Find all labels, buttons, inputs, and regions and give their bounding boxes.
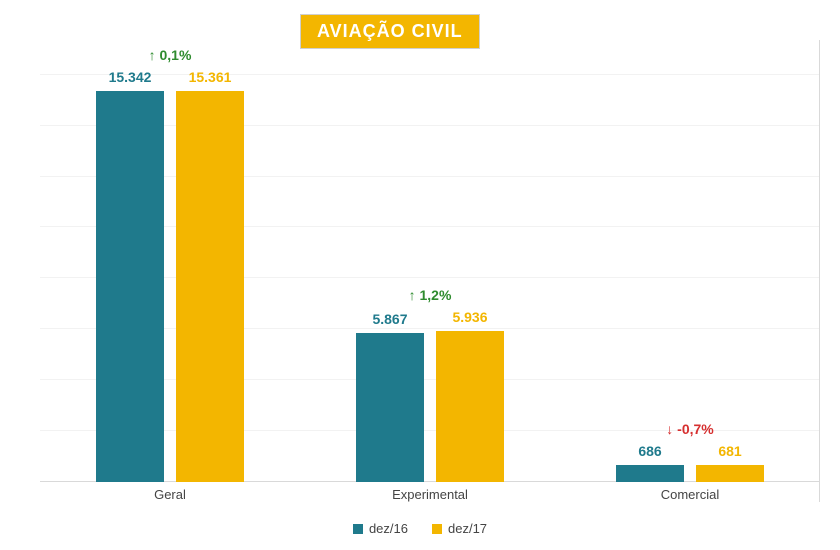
bar-wrap: 686 <box>616 465 684 482</box>
chart-container: AVIAÇÃO CIVIL 15.34215.361↑ 0,1%Geral5.8… <box>0 0 840 550</box>
change-indicator: ↓ -0,7% <box>560 421 820 437</box>
bar-value-label: 5.936 <box>436 309 504 325</box>
arrow-down-icon: ↓ <box>666 421 677 437</box>
category-label: Experimental <box>300 487 560 502</box>
bar-wrap: 5.867 <box>356 333 424 482</box>
category-label: Comercial <box>560 487 820 502</box>
arrow-up-icon: ↑ <box>149 47 160 63</box>
change-text: -0,7% <box>677 421 714 437</box>
bars-row: 686 681 <box>560 465 820 482</box>
bar-value-label: 686 <box>616 443 684 459</box>
bars-row: 5.8675.936 <box>300 331 560 482</box>
bar <box>356 333 424 482</box>
bar <box>436 331 504 482</box>
bars-row: 15.34215.361 <box>40 91 300 482</box>
category-label: Geral <box>40 487 300 502</box>
chart-title-text: AVIAÇÃO CIVIL <box>317 21 463 41</box>
bar-wrap: 15.361 <box>176 91 244 482</box>
bar-value-label: 15.342 <box>96 69 164 85</box>
legend-item-0: dez/16 <box>353 521 408 536</box>
chart-area: 15.34215.361↑ 0,1%Geral5.8675.936↑ 1,2%E… <box>40 40 820 502</box>
change-text: 1,2% <box>419 287 451 303</box>
change-indicator: ↑ 1,2% <box>300 287 560 303</box>
bar-wrap: 681 <box>696 465 764 482</box>
arrow-up-icon: ↑ <box>409 287 420 303</box>
bar-value-label: 681 <box>696 443 764 459</box>
bar-wrap: 5.936 <box>436 331 504 482</box>
legend-item-1: dez/17 <box>432 521 487 536</box>
change-indicator: ↑ 0,1% <box>40 47 300 63</box>
bar <box>616 465 684 482</box>
change-text: 0,1% <box>159 47 191 63</box>
legend-label-1: dez/17 <box>448 521 487 536</box>
legend: dez/16 dez/17 <box>0 521 840 536</box>
bar <box>696 465 764 482</box>
bar-value-label: 15.361 <box>176 69 244 85</box>
legend-label-0: dez/16 <box>369 521 408 536</box>
bar <box>96 91 164 482</box>
legend-swatch-0 <box>353 524 363 534</box>
bar-value-label: 5.867 <box>356 311 424 327</box>
bar <box>176 91 244 482</box>
bar-wrap: 15.342 <box>96 91 164 482</box>
legend-swatch-1 <box>432 524 442 534</box>
